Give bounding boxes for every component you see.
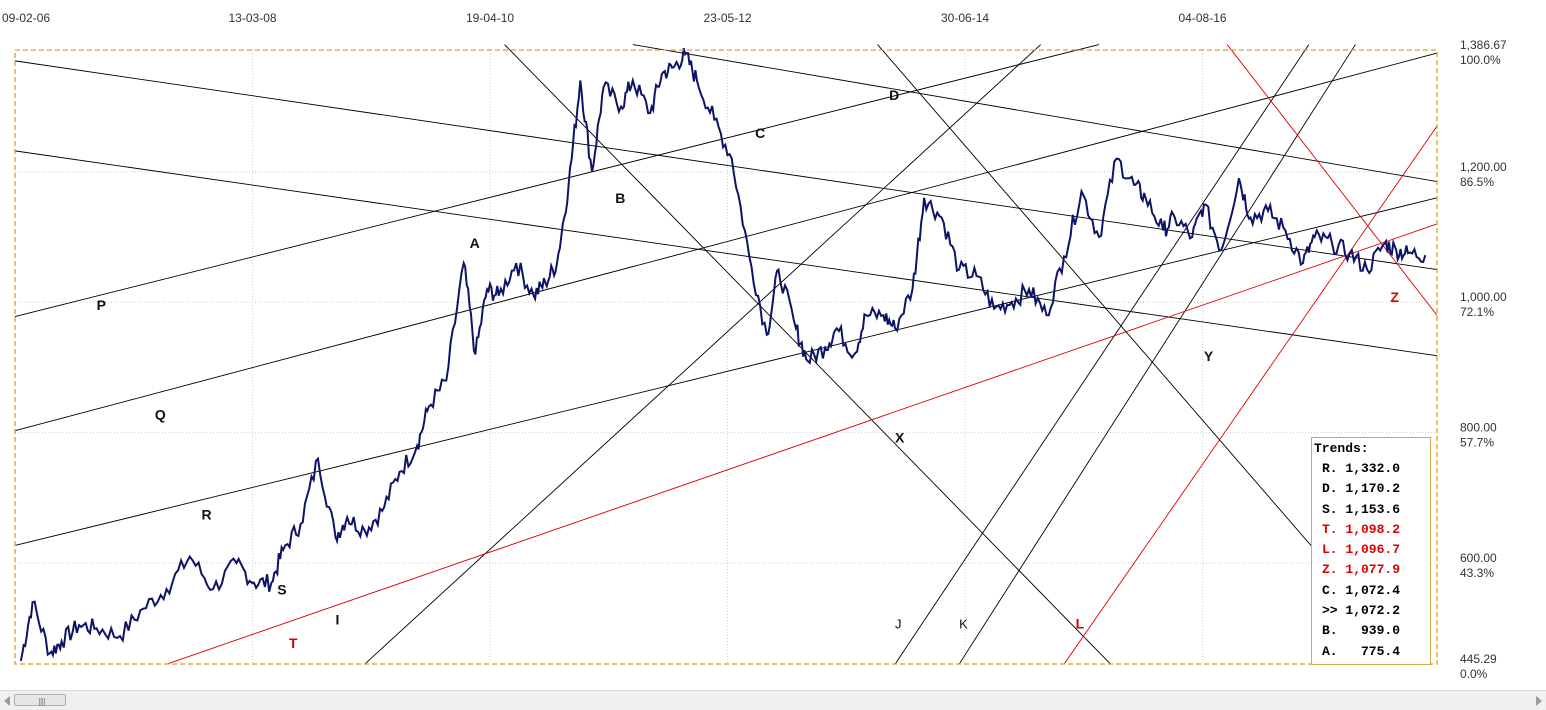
y-tick-percent: 72.1%: [1460, 305, 1494, 319]
trend-line: [504, 44, 1111, 665]
y-tick-value: 1,200.00: [1460, 160, 1507, 174]
y-tick-value: 1,386.67: [1460, 38, 1507, 52]
trends-legend-row: L. 1,096.7: [1322, 542, 1401, 558]
price-chart[interactable]: 09-02-06 13-03-08 19-04-10 23-05-12 30-06-14…: [0, 0, 1546, 690]
grip-icon: ||||: [38, 697, 46, 706]
x-tick-label: 30-06-14: [941, 11, 989, 25]
trends-legend-row: S. 1,153.6: [1322, 501, 1401, 517]
trend-line: [14, 44, 1100, 317]
trend-label-D: D: [889, 87, 899, 103]
trend-label-K: K: [959, 616, 968, 631]
y-tick-percent: 43.3%: [1460, 566, 1494, 580]
trend-line: [632, 44, 1438, 182]
trend-line: [1063, 125, 1438, 665]
x-tick-label: 19-04-10: [466, 11, 514, 25]
trend-label-I: I: [336, 611, 340, 627]
trends-legend-row: D. 1,170.2: [1322, 481, 1401, 497]
y-tick-percent: 0.0%: [1460, 667, 1488, 681]
trend-line: [894, 44, 1310, 665]
x-tick-label: 23-05-12: [704, 11, 752, 25]
trend-label-S: S: [277, 581, 286, 597]
trends-legend: Trends: R. 1,332.0 D. 1,170.2 S. 1,153.6 T.…: [1311, 437, 1431, 665]
trend-line: [14, 150, 1438, 357]
y-tick-value: 1,000.00: [1460, 290, 1507, 304]
trend-label-R: R: [201, 506, 211, 522]
x-tick-label: 09-02-06: [2, 11, 50, 25]
trend-label-Y: Y: [1204, 348, 1214, 364]
trend-label-P: P: [97, 297, 106, 313]
trends-legend-rows: R. 1,332.0 D. 1,170.2 S. 1,153.6 T. 1,098.2…: [1314, 459, 1430, 662]
trend-line: [958, 44, 1356, 665]
trend-label-B: B: [615, 190, 625, 206]
trend-label-J: J: [895, 616, 902, 631]
trends-legend-row: Z. 1,077.9: [1322, 562, 1401, 578]
trend-line: [364, 44, 1042, 665]
trend-line: [14, 197, 1438, 546]
trend-label-Q: Q: [155, 407, 166, 423]
trend-label-A: A: [470, 235, 480, 251]
trend-lines: [14, 44, 1438, 665]
x-axis-tick-labels: 09-02-06 13-03-08 19-04-10 23-05-12 30-06-14…: [2, 11, 1227, 25]
trend-label-X: X: [895, 429, 905, 445]
trend-line-labels: P Q R S T I A B C D X J K L Y Z: [97, 87, 1400, 651]
horizontal-scrollbar[interactable]: ||||: [0, 690, 1546, 710]
trend-line: [166, 223, 1438, 665]
x-tick-label: 13-03-08: [229, 11, 277, 25]
price-series-line: [19, 48, 1427, 662]
y-tick-value: 600.00: [1460, 551, 1497, 565]
trends-legend-row: T. 1,098.2: [1322, 521, 1401, 537]
trends-legend-row: A. 775.4: [1322, 643, 1401, 659]
y-tick-percent: 86.5%: [1460, 175, 1494, 189]
trends-legend-title: Trends:: [1314, 441, 1369, 456]
scrollbar-thumb[interactable]: ||||: [14, 694, 66, 706]
y-tick-value: 445.29: [1460, 652, 1497, 666]
trends-legend-row: >> 1,072.2: [1322, 603, 1401, 619]
scroll-left-arrow-icon[interactable]: [4, 696, 10, 706]
trend-label-L: L: [1076, 615, 1085, 631]
scroll-right-arrow-icon[interactable]: [1536, 696, 1542, 706]
trend-line: [14, 60, 1438, 271]
y-tick-percent: 57.7%: [1460, 436, 1494, 450]
trend-line: [14, 52, 1438, 432]
grid-lines: [15, 50, 1437, 664]
trend-label-C: C: [755, 125, 765, 141]
chart-area[interactable]: 09-02-06 13-03-08 19-04-10 23-05-12 30-06-14…: [0, 0, 1546, 690]
y-tick-value: 800.00: [1460, 421, 1497, 435]
trend-label-Z: Z: [1390, 289, 1399, 305]
trends-legend-row: B. 939.0: [1322, 623, 1401, 639]
trend-label-T: T: [289, 635, 298, 651]
x-tick-label: 04-08-16: [1179, 11, 1227, 25]
trend-line: [1226, 44, 1438, 316]
trends-legend-row: C. 1,072.4: [1322, 582, 1401, 598]
trends-legend-row: R. 1,332.0: [1322, 461, 1401, 476]
plot-frame: [14, 49, 1438, 665]
y-tick-percent: 100.0%: [1460, 53, 1501, 67]
